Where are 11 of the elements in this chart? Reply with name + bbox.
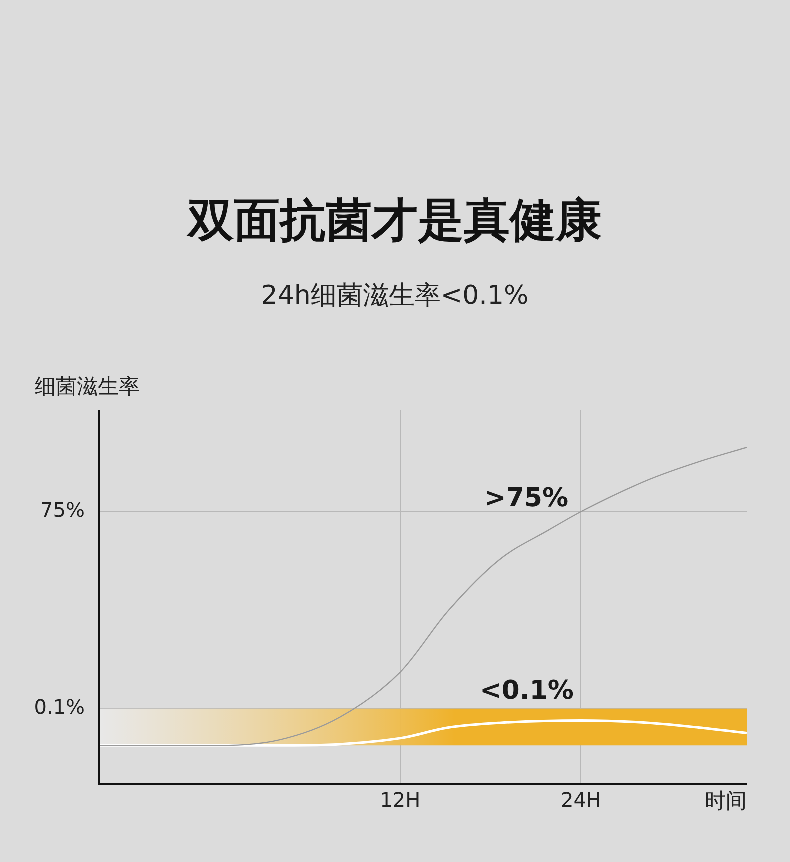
x-tick-label: 12H [380, 788, 421, 812]
annotation: >75% [484, 484, 569, 514]
chart-title: 双面抗菌才是真健康 [186, 192, 603, 249]
y-tick-label: 0.1% [34, 695, 85, 720]
chart-subtitle: 24h细菌滋生率<0.1% [260, 280, 530, 313]
annotation: <0.1% [480, 676, 574, 706]
x-axis-title: 时间 [705, 788, 747, 813]
y-axis-title: 细菌滋生率 [35, 374, 140, 398]
y-tick-label: 75% [40, 498, 85, 522]
line-series [99, 447, 747, 746]
x-tick-label: 24H [560, 788, 602, 812]
